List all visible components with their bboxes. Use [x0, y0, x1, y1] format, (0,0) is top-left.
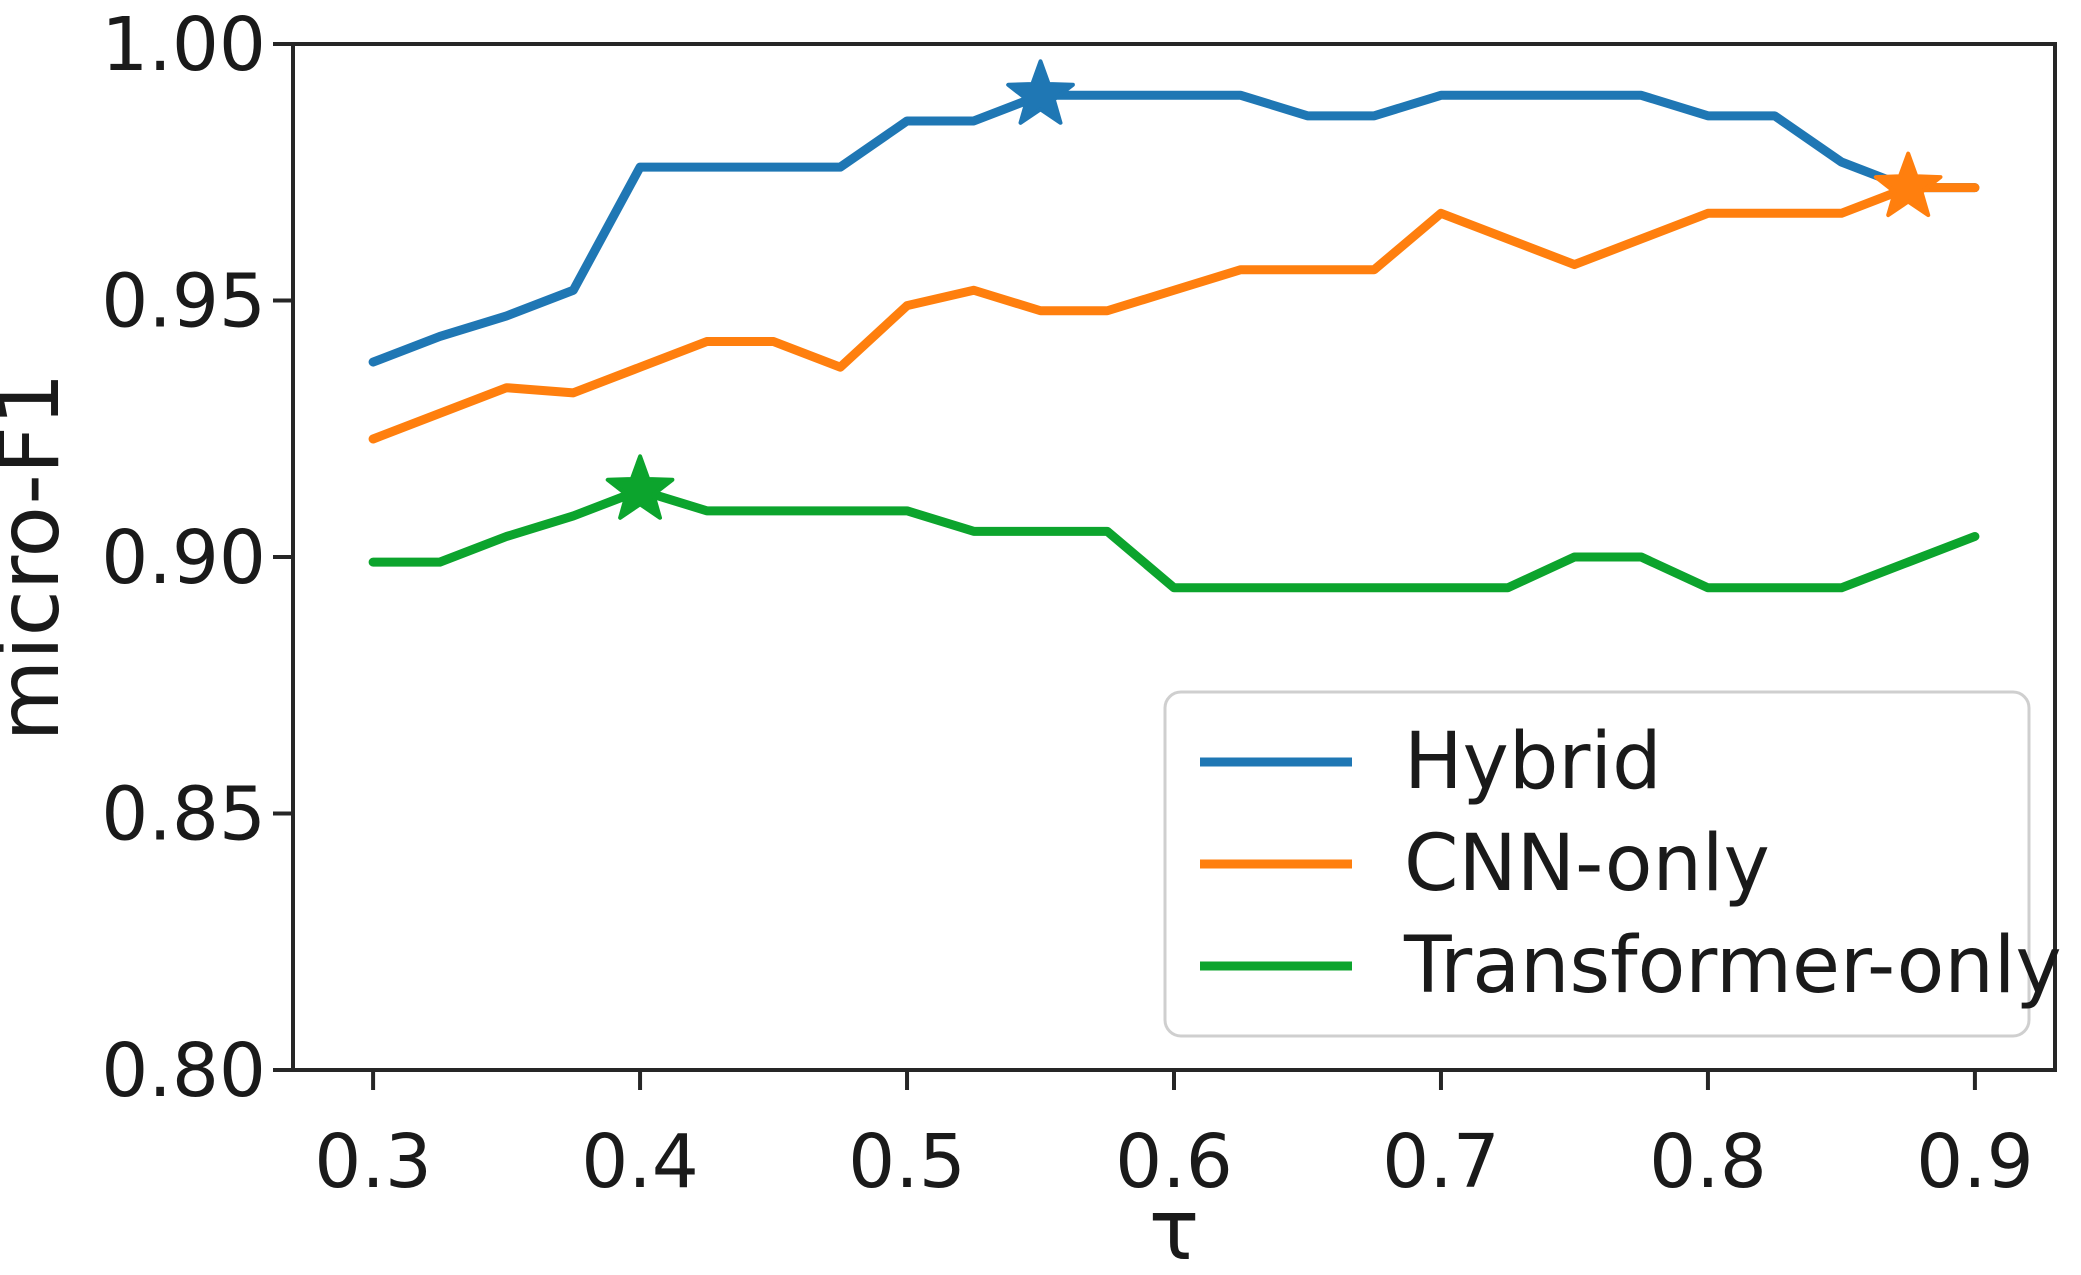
y-tick-label: 0.80	[101, 1028, 266, 1114]
x-tick-label: 0.5	[848, 1119, 966, 1205]
x-tick-label: 0.3	[314, 1119, 432, 1205]
cnn-only-best-star-marker	[1873, 151, 1943, 218]
legend-box	[1163, 690, 2031, 1038]
legend: Hybrid CNN-only Transformer-only	[1163, 690, 2062, 1038]
x-axis-label: τ	[1149, 1181, 1200, 1275]
hybrid-line	[368, 90, 1980, 367]
transformer-only-best-star-marker	[605, 454, 675, 520]
x-tick-label: 0.8	[1649, 1119, 1767, 1205]
x-tick-label: 0.9	[1916, 1119, 2034, 1205]
axis-ticks	[273, 42, 1977, 1090]
y-tick-label: 0.85	[101, 772, 266, 858]
legend-label-hybrid: Hybrid	[1404, 717, 1662, 807]
cnn-only-line	[368, 183, 1980, 444]
hybrid-best-star-marker	[1006, 59, 1075, 125]
x-tick-label: 0.6	[1115, 1119, 1233, 1205]
x-tick-label: 0.7	[1382, 1119, 1500, 1205]
axes-frame	[291, 42, 2057, 1072]
legend-label-transformer-only: Transformer-only	[1403, 921, 2062, 1011]
y-tick-label: 1.00	[101, 2, 266, 88]
y-tick-label: 0.95	[101, 259, 266, 345]
legend-label-cnn-only: CNN-only	[1404, 819, 1770, 909]
y-tick-label: 0.90	[101, 515, 266, 601]
y-axis-label: micro-F1	[0, 372, 78, 741]
axis-tick-labels: 0.3 0.4 0.5 0.6 0.7 0.8 0.9 0.80 0.85 0.90 0.95 1.0…	[101, 2, 2034, 1205]
x-tick-label: 0.4	[581, 1119, 699, 1205]
best-score-markers	[605, 59, 1943, 520]
